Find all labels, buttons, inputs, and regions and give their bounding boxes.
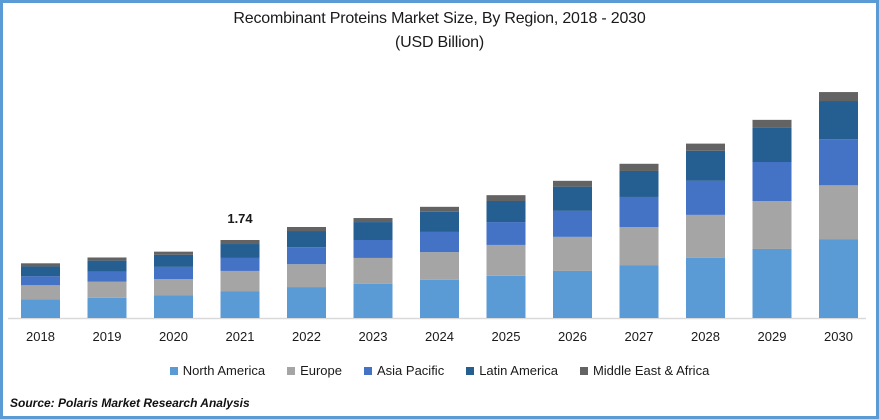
bar-segment-middle-east-africa-2025 <box>486 195 526 201</box>
bar-segment-europe-2025 <box>486 244 526 276</box>
bar-segment-middle-east-africa-2030 <box>819 92 858 102</box>
bar-segment-latin-america-2023 <box>353 222 393 240</box>
bar-segment-europe-2018 <box>21 285 60 300</box>
bar-segment-asia-pacific-2025 <box>486 222 526 245</box>
bar-segment-middle-east-africa-2028 <box>686 143 725 151</box>
bar-segment-latin-america-2029 <box>752 127 792 162</box>
bar-segment-europe-2023 <box>353 257 393 284</box>
legend-item-north-america: North America <box>169 363 266 378</box>
bar-segment-north-america-2020 <box>154 295 193 318</box>
bar-segment-asia-pacific-2029 <box>752 161 792 201</box>
bar-segment-north-america-2024 <box>420 279 459 318</box>
x-tick-label-2023: 2023 <box>359 329 388 344</box>
x-tick-label-2027: 2027 <box>625 329 654 344</box>
bar-segment-latin-america-2022 <box>287 231 326 248</box>
chart-title: Recombinant Proteins Market Size, By Reg… <box>233 10 646 27</box>
legend-label: Europe <box>300 363 342 378</box>
bar-segment-middle-east-africa-2026 <box>553 180 592 187</box>
legend-label: Latin America <box>479 363 558 378</box>
x-tick-label-2029: 2029 <box>758 329 787 344</box>
legend-swatch <box>466 366 475 375</box>
bar-segment-asia-pacific-2028 <box>686 180 725 215</box>
bar-segment-europe-2020 <box>154 278 193 296</box>
bar-segment-europe-2026 <box>553 236 592 271</box>
bar-segment-north-america-2028 <box>686 257 725 318</box>
bar-segment-asia-pacific-2026 <box>553 210 592 237</box>
bar-segment-north-america-2025 <box>486 275 526 318</box>
bar-segment-asia-pacific-2021 <box>220 257 260 271</box>
legend-item-middle-east-africa: Middle East & Africa <box>579 363 710 378</box>
legend-item-europe: Europe <box>287 363 342 378</box>
bar-segment-latin-america-2019 <box>87 260 127 272</box>
bar-segment-latin-america-2028 <box>686 150 725 181</box>
bar-segment-middle-east-africa-2024 <box>420 206 459 212</box>
bar-segment-north-america-2018 <box>21 299 60 318</box>
x-tick-label-2030: 2030 <box>824 329 853 344</box>
bar-segment-europe-2028 <box>686 214 725 258</box>
legend-swatch <box>287 366 296 375</box>
bar-segment-asia-pacific-2018 <box>21 276 60 286</box>
bar-segment-asia-pacific-2024 <box>420 231 459 253</box>
bar-segment-middle-east-africa-2022 <box>287 226 326 232</box>
bar-segment-europe-2022 <box>287 264 326 288</box>
legend-item-latin-america: Latin America <box>466 363 558 378</box>
bar-segment-middle-east-africa-2029 <box>752 119 792 128</box>
x-tick-label-2019: 2019 <box>93 329 122 344</box>
chart-subtitle: (USD Billion) <box>395 34 484 51</box>
x-tick-label-2021: 2021 <box>226 329 255 344</box>
bar-segment-europe-2021 <box>220 270 260 292</box>
x-tick-label-2028: 2028 <box>691 329 720 344</box>
legend: North America Europe Asia Pacific Latin Ame… <box>0 363 879 378</box>
source-note: Source: Polaris Market Research Analysis <box>10 396 250 410</box>
legend-label: North America <box>182 363 266 378</box>
data-label-2021: 1.74 <box>227 211 253 226</box>
bar-segment-europe-2030 <box>819 185 858 240</box>
bar-segment-north-america-2026 <box>553 270 592 318</box>
bar-segment-europe-2024 <box>420 252 459 280</box>
legend-swatch <box>169 366 178 375</box>
bar-segment-north-america-2027 <box>619 265 659 318</box>
bar-segment-middle-east-africa-2027 <box>619 163 659 171</box>
bar-segment-middle-east-africa-2020 <box>154 251 193 255</box>
bar-segment-middle-east-africa-2023 <box>353 218 393 223</box>
legend-swatch <box>364 366 372 375</box>
bar-segment-asia-pacific-2023 <box>353 239 393 258</box>
bar-segment-north-america-2030 <box>819 239 858 318</box>
bar-segment-asia-pacific-2019 <box>87 271 127 282</box>
bar-segment-latin-america-2030 <box>819 101 858 140</box>
x-tick-label-2025: 2025 <box>492 329 521 344</box>
legend-label: Asia Pacific <box>377 363 445 378</box>
bar-segment-latin-america-2027 <box>619 170 659 197</box>
bar-segment-asia-pacific-2027 <box>619 196 659 227</box>
bar-segment-middle-east-africa-2018 <box>21 263 60 267</box>
x-tick-label-2018: 2018 <box>26 329 55 344</box>
x-tick-label-2026: 2026 <box>558 329 587 344</box>
bar-segment-north-america-2021 <box>220 291 260 318</box>
bar-segment-north-america-2019 <box>87 297 127 318</box>
bar-segment-asia-pacific-2022 <box>287 247 326 265</box>
bar-segment-latin-america-2021 <box>220 244 260 258</box>
x-tick-label-2022: 2022 <box>292 329 321 344</box>
bar-segment-latin-america-2018 <box>21 266 60 277</box>
bar-segment-middle-east-africa-2021 <box>220 239 260 245</box>
bar-segment-latin-america-2020 <box>154 254 193 267</box>
bar-segment-middle-east-africa-2019 <box>87 257 127 261</box>
bar-segment-latin-america-2024 <box>420 211 459 232</box>
bar-segment-asia-pacific-2020 <box>154 266 193 279</box>
legend-item-asia-pacific: Asia Pacific <box>364 363 444 378</box>
legend-swatch <box>579 366 588 375</box>
x-tick-label-2024: 2024 <box>425 329 454 344</box>
legend-label: Middle East & Africa <box>592 363 710 378</box>
bar-segment-europe-2029 <box>752 200 792 249</box>
bar-segment-europe-2027 <box>619 226 659 266</box>
bar-segment-north-america-2023 <box>353 283 393 318</box>
bar-segment-north-america-2029 <box>752 248 792 318</box>
bar-segment-europe-2019 <box>87 281 127 298</box>
bar-segment-asia-pacific-2030 <box>819 139 858 186</box>
x-tick-label-2020: 2020 <box>159 329 188 344</box>
bar-segment-latin-america-2025 <box>486 200 526 223</box>
bar-segment-north-america-2022 <box>287 287 326 318</box>
bar-segment-latin-america-2026 <box>553 186 592 211</box>
